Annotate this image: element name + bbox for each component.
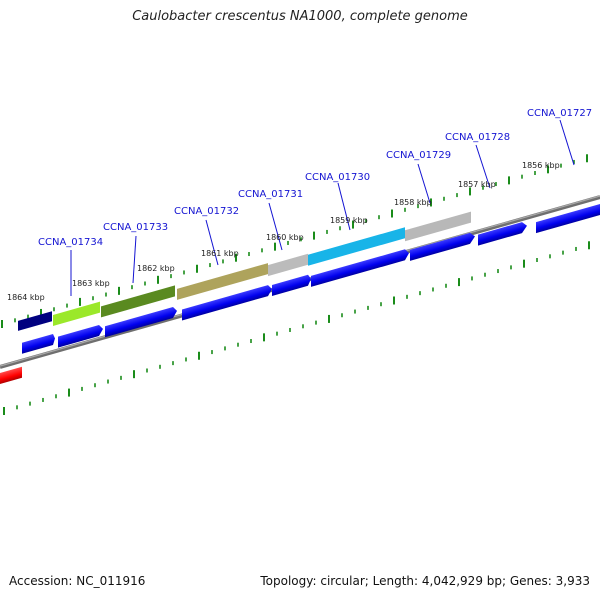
gene-labels: CCNA_01734 CCNA_01733 CCNA_01732 CCNA_01… bbox=[38, 108, 592, 248]
reverse-cds-arrow bbox=[0, 366, 22, 385]
cds-arrow bbox=[410, 232, 475, 261]
reverse-cds-track bbox=[0, 366, 22, 385]
cds-arrow bbox=[478, 222, 527, 246]
kbp-label: 1860 kbp bbox=[266, 233, 304, 242]
feature-band bbox=[18, 211, 471, 331]
cds-arrow bbox=[536, 203, 600, 234]
kbp-label: 1856 kbp bbox=[522, 161, 560, 170]
kbp-label: 1863 kbp bbox=[72, 279, 110, 288]
gene-label[interactable]: CCNA_01732 bbox=[174, 206, 239, 217]
gene-leaders bbox=[70, 119, 575, 296]
kbp-label: 1861 kbp bbox=[201, 249, 239, 258]
kbp-label: 1858 kbp bbox=[394, 198, 432, 207]
gene-label[interactable]: CCNA_01728 bbox=[445, 132, 510, 143]
gene-label[interactable]: CCNA_01731 bbox=[238, 189, 303, 200]
cds-arrow bbox=[182, 285, 272, 321]
cds-arrow bbox=[105, 306, 177, 338]
upper-tick-marks bbox=[1, 154, 588, 328]
page-title: Caulobacter crescentus NA1000, complete … bbox=[132, 9, 468, 24]
kbp-label: 1857 kbp bbox=[458, 180, 496, 189]
kbp-labels: 1864 kbp 1863 kbp 1862 kbp 1861 kbp 1860… bbox=[7, 161, 560, 302]
feature-olive bbox=[101, 285, 175, 318]
genome-stats-label: Topology: circular; Length: 4,042,929 bp… bbox=[260, 574, 590, 588]
feature-navy bbox=[18, 311, 52, 331]
kbp-label: 1859 kbp bbox=[330, 216, 368, 225]
gene-label[interactable]: CCNA_01729 bbox=[386, 150, 451, 161]
feature-khaki bbox=[177, 263, 268, 300]
lower-tick-marks bbox=[3, 241, 590, 415]
gene-label[interactable]: CCNA_01734 bbox=[38, 237, 103, 248]
accession-label: Accession: NC_011916 bbox=[9, 574, 146, 588]
kbp-label: 1862 kbp bbox=[137, 264, 175, 273]
feature-gray bbox=[405, 211, 471, 242]
feature-lightgreen bbox=[53, 301, 100, 326]
cds-track bbox=[22, 203, 600, 354]
feature-cyan bbox=[308, 227, 405, 266]
kbp-label: 1864 kbp bbox=[7, 293, 45, 302]
gene-label[interactable]: CCNA_01730 bbox=[305, 172, 370, 183]
cds-arrow bbox=[58, 324, 103, 348]
cds-arrow bbox=[272, 274, 311, 296]
cds-arrow bbox=[22, 333, 55, 354]
gene-label[interactable]: CCNA_01733 bbox=[103, 222, 168, 233]
feature-silver bbox=[268, 253, 308, 277]
gene-label[interactable]: CCNA_01727 bbox=[527, 108, 592, 119]
cds-arrow bbox=[311, 249, 409, 287]
